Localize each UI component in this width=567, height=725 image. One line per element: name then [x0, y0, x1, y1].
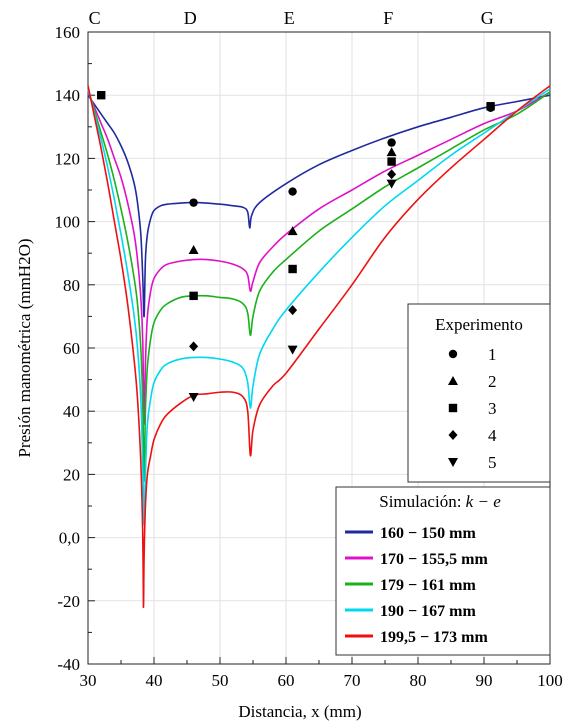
legend-exp-label: 2	[488, 372, 497, 391]
x-tick-label: 100	[537, 671, 563, 690]
exp-3-point	[97, 91, 106, 100]
exp-2-point	[287, 226, 298, 236]
exp-1-point	[288, 187, 297, 196]
exp-3-point	[486, 102, 495, 111]
experiment-legend: Experimento 1 2 3 4 5	[407, 303, 551, 483]
legend-exp-label: 1	[488, 345, 497, 364]
legend-sim-label: 170 − 155,5 mm	[380, 551, 488, 568]
exp-3-point	[387, 157, 396, 166]
legend-exp-marker-2	[448, 376, 458, 385]
exp-3-point	[288, 264, 297, 274]
y-tick-label: 100	[55, 213, 81, 232]
exp-5-point	[287, 345, 298, 355]
y-tick-label: 60	[63, 339, 80, 358]
series-line-3	[87, 88, 551, 482]
series-line-2	[87, 91, 551, 425]
simulation-legend-title: Simulación: k − e	[379, 492, 501, 511]
y-tick-label: -40	[57, 655, 80, 674]
legend-exp-marker-3	[448, 403, 458, 413]
y-tick-label: 40	[63, 402, 80, 421]
experiment-points	[97, 91, 495, 402]
y-tick-label: -20	[57, 592, 80, 611]
y-tick-label: 160	[55, 23, 81, 42]
legend-sim-label: 190 − 167 mm	[380, 603, 476, 620]
y-tick-label: 0,0	[59, 529, 80, 548]
legend-sim-label: 160 − 150 mm	[380, 525, 476, 542]
exp-5-point	[188, 392, 199, 402]
y-tick-label: 120	[55, 149, 81, 168]
legend-exp-label: 5	[488, 453, 497, 472]
legend-sim-label: 199,5 − 173 mm	[380, 629, 488, 646]
x-tick-label: 60	[278, 671, 295, 690]
section-label: F	[383, 8, 393, 28]
legend-exp-marker-4	[448, 430, 458, 440]
legend-exp-label: 3	[488, 399, 497, 418]
series-line-4	[87, 88, 551, 526]
y-tick-label: 140	[55, 86, 81, 105]
section-label: E	[284, 8, 295, 28]
y-tick-label: 20	[63, 465, 80, 484]
simulation-legend-title-math: k − e	[466, 492, 502, 511]
exp-2-point	[386, 147, 397, 157]
exp-1-point	[387, 138, 396, 147]
y-axis-title: Presión manométrica (mmH2O)	[15, 238, 34, 457]
exp-5-point	[386, 179, 397, 189]
series-line-5	[87, 85, 551, 608]
x-tick-label: 80	[410, 671, 427, 690]
simulation-legend-box	[335, 486, 551, 656]
series-line-1	[87, 94, 551, 318]
section-labels: C D E F G	[89, 8, 494, 28]
exp-4-point	[288, 305, 298, 316]
x-axis-title: Distancia, x (mm)	[238, 702, 361, 721]
legend-sim-label: 179 − 161 mm	[380, 577, 476, 594]
exp-1-point	[189, 198, 198, 207]
simulation-legend: Simulación: k − e 160 − 150 mm 170 − 155,…	[335, 486, 551, 656]
experiment-legend-title: Experimento	[435, 315, 523, 334]
exp-2-point	[188, 245, 199, 255]
series-lines	[87, 85, 551, 608]
x-ticks: 30 40 50 60 70 80 90 100	[80, 657, 563, 690]
x-tick-label: 70	[344, 671, 361, 690]
y-ticks: -40 -20 0,0 20 40 60 80 100 120 140 160	[55, 23, 95, 674]
exp-4-point	[189, 341, 199, 352]
x-tick-label: 50	[212, 671, 229, 690]
exp-3-point	[189, 291, 198, 301]
section-label: C	[89, 8, 101, 28]
experiment-legend-box	[407, 303, 551, 483]
legend-exp-marker-5	[448, 458, 458, 467]
y-tick-label: 80	[63, 276, 80, 295]
exp-4-point	[387, 169, 397, 180]
x-tick-label: 40	[146, 671, 163, 690]
x-tick-label: 30	[80, 671, 97, 690]
section-label: D	[184, 8, 197, 28]
section-label: G	[481, 8, 494, 28]
legend-exp-label: 4	[488, 426, 497, 445]
legend-exp-marker-1	[448, 349, 458, 359]
x-tick-label: 90	[476, 671, 493, 690]
simulation-legend-title-text: Simulación:	[379, 492, 465, 511]
